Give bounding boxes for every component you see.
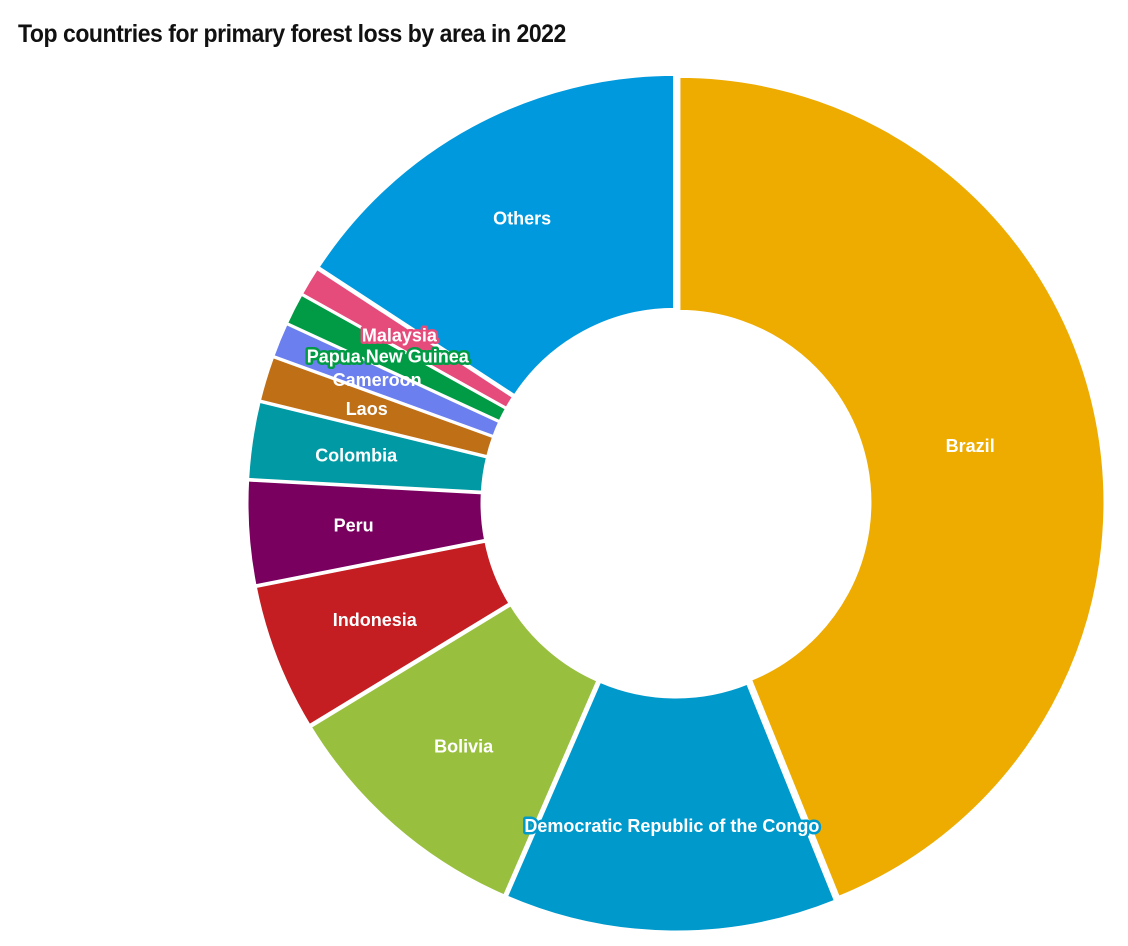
chart-title: Top countries for primary forest loss by…	[18, 20, 566, 48]
slice-label-bolivia: Bolivia	[434, 737, 494, 757]
slice-others[interactable]	[316, 72, 677, 398]
slice-malaysia[interactable]	[299, 266, 516, 410]
slice-label-cameroon: Cameroon	[333, 370, 422, 390]
labels-group: Brazil Democratic Republic of the Congo Bo…	[304, 209, 995, 839]
slice-label-malaysia: Malaysia	[362, 326, 438, 346]
slice-label-colombia: Colombia	[315, 446, 398, 466]
slice-democratic-republic-of-the-congo[interactable]	[504, 679, 838, 934]
slice-label-others: Others	[493, 209, 551, 229]
slice-label-papua-new-guinea: Papua New Guinea	[307, 347, 470, 367]
slice-label-brazil: Brazil	[946, 436, 995, 456]
slice-bolivia[interactable]	[308, 603, 600, 898]
slices-group	[245, 72, 1107, 934]
slice-brazil[interactable]	[677, 74, 1107, 899]
slice-label-democratic-republic-of-the-congo: Democratic Republic of the Congo	[524, 816, 819, 836]
slice-label-laos: Laos	[346, 399, 388, 419]
slice-label-peru: Peru	[334, 516, 374, 536]
slice-label-indonesia: Indonesia	[333, 610, 418, 630]
